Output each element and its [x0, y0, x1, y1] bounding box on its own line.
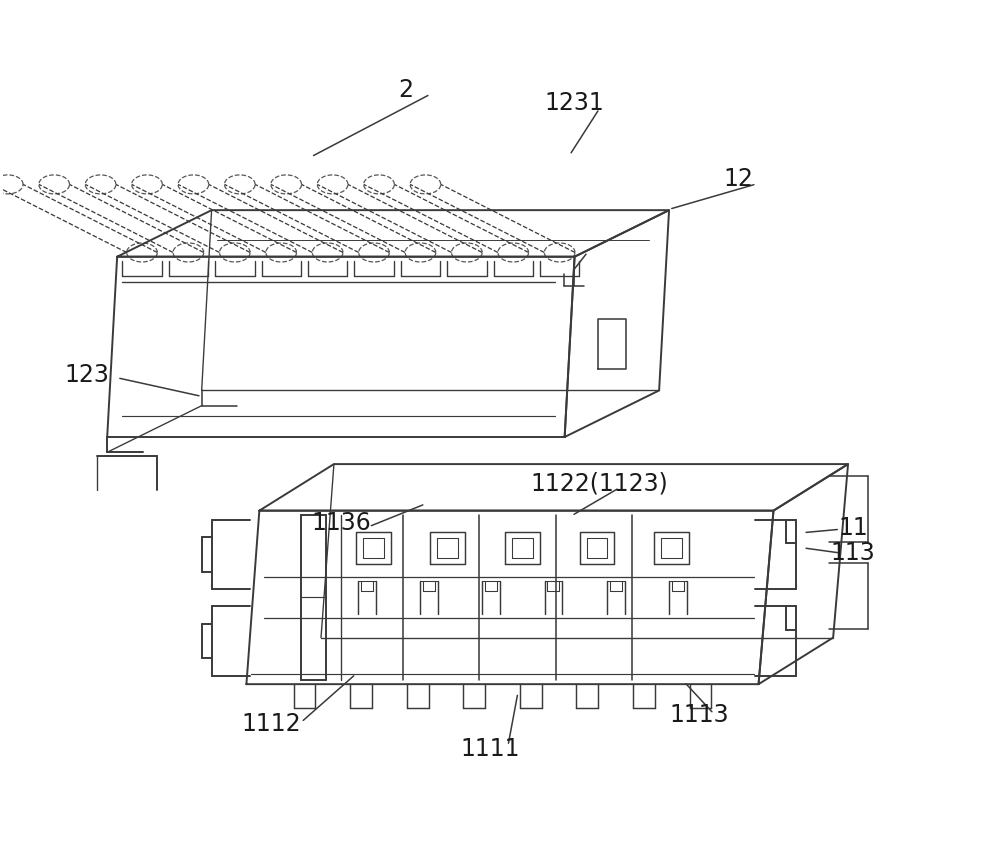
Text: 123: 123: [65, 363, 110, 387]
Text: 1136: 1136: [311, 511, 371, 535]
Text: 113: 113: [831, 541, 875, 565]
Text: 11: 11: [838, 515, 868, 539]
Text: 12: 12: [724, 167, 754, 191]
Text: 2: 2: [398, 78, 413, 102]
Text: 1113: 1113: [669, 704, 729, 728]
Text: 1231: 1231: [545, 90, 604, 115]
Text: 1111: 1111: [460, 737, 520, 762]
Text: 1122(1123): 1122(1123): [531, 471, 668, 496]
Text: 1112: 1112: [241, 712, 301, 736]
